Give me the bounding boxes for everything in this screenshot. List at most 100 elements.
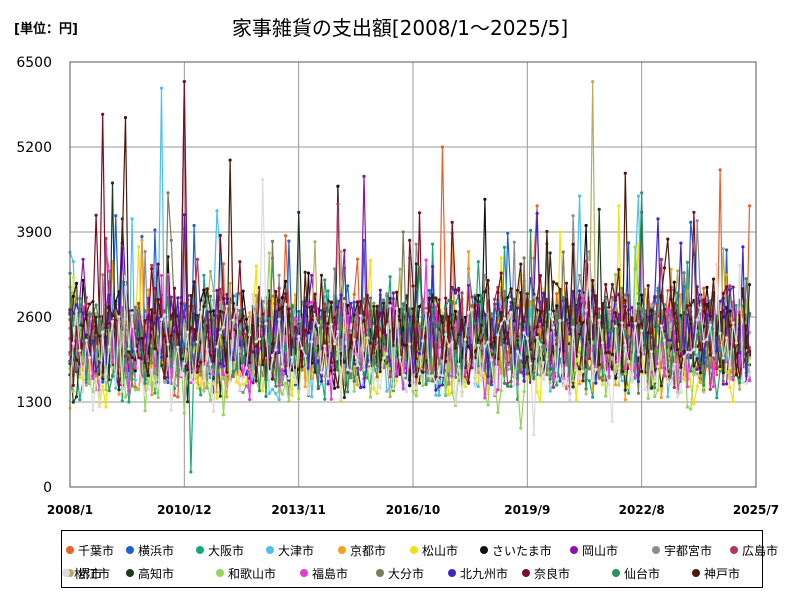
data-point [278,274,281,277]
data-point [650,350,653,353]
data-point [451,327,454,330]
data-point [447,299,450,302]
data-point [572,318,575,321]
data-point [219,301,222,304]
data-point [180,357,183,360]
data-point [555,312,558,315]
data-point [196,314,199,317]
data-point [454,310,457,313]
data-point [98,361,101,364]
data-point [150,267,153,270]
data-point [617,204,620,207]
legend-label: 福島市 [312,565,348,582]
data-point [222,364,225,367]
data-point [588,357,591,360]
data-point [327,377,330,380]
data-point [692,364,695,367]
data-point [705,356,708,359]
data-point [327,322,330,325]
data-point [745,277,748,280]
data-point [483,396,486,399]
data-point [539,374,542,377]
data-point [395,379,398,382]
data-point [405,344,408,347]
data-point [732,400,735,403]
data-point [111,181,114,184]
data-point [209,363,212,366]
data-point [640,294,643,297]
data-point [72,260,75,263]
data-point [709,315,712,318]
data-point [150,361,153,364]
legend-marker [480,546,488,554]
data-point [183,362,186,365]
data-point [467,250,470,253]
data-point [434,389,437,392]
data-point [552,280,555,283]
data-point [163,381,166,384]
data-point [219,310,222,313]
data-point [719,332,722,335]
x-tick-label: 2022/8 [619,503,665,517]
data-point [209,295,212,298]
data-point [255,340,258,343]
data-point [656,287,659,290]
data-point [614,325,617,328]
data-point [621,321,624,324]
data-point [173,308,176,311]
data-point [725,370,728,373]
data-point [340,294,343,297]
data-point [291,304,294,307]
data-point [421,339,424,342]
data-point [131,217,134,220]
data-point [581,298,584,301]
data-point [258,337,261,340]
data-point [193,381,196,384]
data-point [144,361,147,364]
data-point [336,306,339,309]
data-point [362,313,365,316]
data-point [748,204,751,207]
legend-label: 広島市 [742,542,778,559]
data-point [696,219,699,222]
data-point [673,312,676,315]
data-point [287,240,290,243]
data-point [157,396,160,399]
data-point [673,386,676,389]
data-point [487,375,490,378]
data-point [503,341,506,344]
data-point [72,384,75,387]
data-point [376,392,379,395]
data-point [336,330,339,333]
data-point [101,113,104,116]
data-point [313,337,316,340]
data-point [670,318,673,321]
data-point [333,342,336,345]
data-point [235,306,238,309]
data-point [101,381,104,384]
data-point [402,302,405,305]
data-point [359,300,362,303]
data-point [415,262,418,265]
data-point [274,348,277,351]
data-point [523,256,526,259]
data-point [480,294,483,297]
legend-item: 大阪市 [196,540,244,560]
data-point [676,395,679,398]
data-point [686,304,689,307]
legend-item: 千葉市 [66,540,114,560]
data-point [490,344,493,347]
data-point [229,159,232,162]
data-point [526,355,529,358]
data-point [474,304,477,307]
data-point [438,385,441,388]
data-point [408,322,411,325]
data-point [199,311,202,314]
data-point [441,145,444,148]
data-point [78,297,81,300]
data-point [692,348,695,351]
data-point [438,309,441,312]
data-point [637,307,640,310]
data-point [124,116,127,119]
data-point [689,221,692,224]
